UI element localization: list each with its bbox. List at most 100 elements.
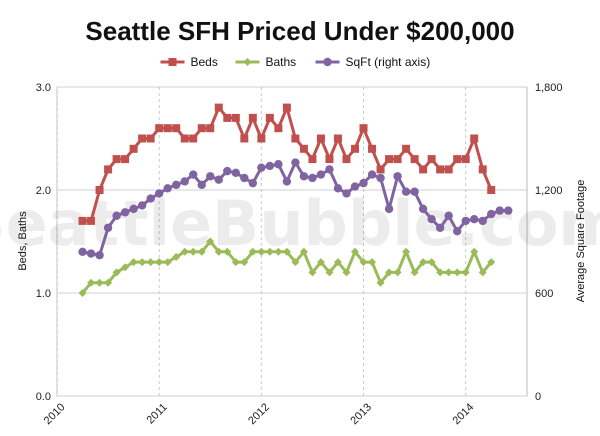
x-tick-label: 2010 bbox=[42, 401, 68, 427]
data-point bbox=[112, 211, 121, 220]
data-point bbox=[206, 172, 215, 181]
data-point bbox=[95, 278, 104, 287]
x-tick-label: 2014 bbox=[451, 401, 477, 427]
data-point bbox=[129, 204, 138, 214]
data-point bbox=[359, 124, 368, 133]
data-point bbox=[257, 247, 266, 256]
data-point bbox=[504, 206, 513, 215]
data-point bbox=[410, 187, 419, 196]
data-point bbox=[95, 186, 104, 194]
data-point bbox=[478, 216, 487, 226]
legend-item: Baths bbox=[235, 55, 297, 69]
data-point bbox=[452, 227, 462, 236]
data-point bbox=[231, 168, 241, 178]
data-point bbox=[103, 223, 113, 232]
data-point bbox=[385, 268, 394, 277]
data-point bbox=[393, 155, 402, 164]
data-point bbox=[333, 134, 342, 143]
data-point bbox=[308, 268, 317, 277]
data-point bbox=[316, 170, 326, 179]
data-point bbox=[248, 247, 257, 256]
data-point bbox=[154, 189, 164, 198]
data-point bbox=[419, 258, 428, 267]
data-point bbox=[172, 252, 181, 261]
chart-title: Seattle SFH Priced Under $200,000 bbox=[85, 16, 514, 46]
data-point bbox=[240, 258, 249, 267]
data-point bbox=[197, 247, 206, 256]
legend-label: Beds bbox=[191, 55, 218, 69]
data-point bbox=[376, 278, 385, 287]
data-point bbox=[112, 268, 121, 277]
data-point bbox=[248, 178, 258, 188]
data-point bbox=[95, 251, 104, 260]
data-point bbox=[427, 155, 436, 164]
data-point bbox=[470, 247, 479, 256]
data-point bbox=[291, 258, 300, 267]
data-point bbox=[78, 216, 87, 225]
data-point bbox=[342, 268, 351, 277]
grid bbox=[56, 86, 527, 397]
x-tick-label: 2012 bbox=[246, 401, 272, 427]
data-point bbox=[291, 158, 300, 167]
data-point bbox=[487, 258, 496, 267]
data-point bbox=[291, 134, 300, 143]
data-point bbox=[129, 258, 138, 267]
data-point bbox=[78, 289, 87, 297]
data-point bbox=[368, 258, 377, 267]
data-point bbox=[376, 173, 385, 183]
data-point bbox=[78, 247, 87, 256]
x-tick-label: 2011 bbox=[145, 401, 170, 426]
data-point bbox=[350, 182, 360, 191]
data-point bbox=[401, 187, 411, 196]
legend-label: Baths bbox=[266, 55, 297, 69]
data-point bbox=[120, 208, 130, 217]
data-point bbox=[367, 170, 377, 179]
data-point bbox=[368, 144, 377, 153]
data-point bbox=[325, 165, 334, 174]
data-point bbox=[223, 166, 232, 176]
data-point bbox=[214, 175, 223, 184]
data-point bbox=[478, 165, 487, 174]
legend-item: Beds bbox=[160, 55, 218, 69]
data-point bbox=[138, 258, 147, 267]
data-point bbox=[410, 268, 419, 277]
data-point bbox=[461, 268, 470, 277]
right-tick-label: 600 bbox=[535, 288, 553, 300]
data-point bbox=[444, 268, 453, 277]
data-point bbox=[393, 172, 402, 181]
series-circle bbox=[78, 158, 513, 260]
data-point bbox=[189, 134, 198, 143]
x-axis-ticks: 2010 2011 2012 2013 2014 bbox=[42, 401, 476, 427]
series-square bbox=[78, 103, 496, 225]
data-point bbox=[444, 165, 453, 174]
data-point bbox=[265, 113, 274, 122]
data-point bbox=[206, 124, 215, 133]
legend-marker bbox=[323, 57, 332, 67]
watermark: SeattleBubble.com bbox=[0, 187, 600, 260]
data-point bbox=[410, 155, 419, 164]
data-point bbox=[393, 268, 402, 277]
series-layer bbox=[78, 103, 513, 297]
data-point bbox=[351, 144, 360, 153]
legend-label: SqFt (right axis) bbox=[346, 55, 431, 69]
data-point bbox=[274, 160, 283, 169]
data-point bbox=[333, 184, 343, 193]
left-axis-ticks: 0.0 1.0 2.0 3.0 bbox=[36, 82, 51, 403]
left-tick-label: 3.0 bbox=[36, 82, 51, 94]
data-point bbox=[231, 113, 240, 122]
data-point bbox=[436, 165, 445, 174]
data-point bbox=[333, 258, 342, 267]
left-tick-label: 1.0 bbox=[36, 288, 51, 300]
data-point bbox=[308, 155, 317, 164]
data-point bbox=[282, 247, 291, 256]
data-point bbox=[487, 209, 496, 219]
right-tick-label: 1,200 bbox=[535, 185, 563, 197]
data-point bbox=[146, 194, 155, 203]
legend-item: SqFt (right axis) bbox=[315, 55, 431, 69]
data-point bbox=[172, 180, 181, 190]
left-tick-label: 0.0 bbox=[36, 391, 51, 403]
data-point bbox=[87, 216, 96, 225]
data-point bbox=[427, 214, 436, 224]
data-point bbox=[419, 165, 428, 174]
data-point bbox=[478, 268, 487, 277]
